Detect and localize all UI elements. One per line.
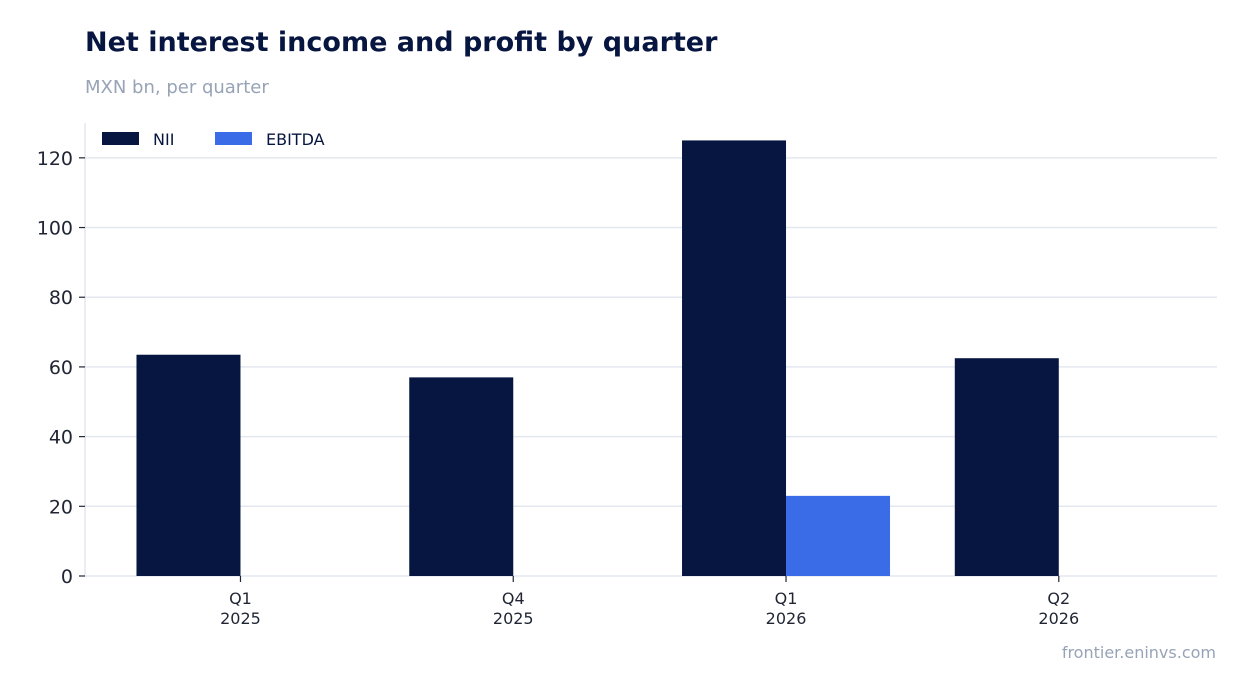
bar-nii-2 bbox=[682, 140, 787, 576]
legend-label-ebitda: EBITDA bbox=[266, 130, 325, 149]
legend: NII EBITDA bbox=[102, 130, 325, 149]
x-tick-label-line: Q2 bbox=[1047, 589, 1070, 608]
bar-nii-1 bbox=[409, 377, 514, 576]
x-tick-label-line: 2026 bbox=[766, 609, 807, 628]
y-tick-label: 120 bbox=[37, 148, 73, 170]
x-tick-label: Q2 2026 bbox=[1038, 589, 1079, 628]
legend-swatch-ebitda bbox=[215, 132, 252, 145]
bar-ebitda-2 bbox=[786, 495, 891, 576]
x-tick-label-line: 2025 bbox=[220, 609, 261, 628]
chart-subtitle: MXN bn, per quarter bbox=[85, 77, 269, 98]
y-tick-label: 20 bbox=[49, 496, 73, 518]
x-tick-label: Q4 2025 bbox=[493, 589, 534, 628]
x-tick-label-line: Q1 bbox=[229, 589, 252, 608]
chart-title: Net interest income and profit by quarte… bbox=[85, 27, 718, 58]
legend-swatch-nii bbox=[102, 132, 139, 145]
x-tick-label-line: Q4 bbox=[502, 589, 525, 608]
y-tick-label: 0 bbox=[61, 566, 73, 588]
y-tick-label: 40 bbox=[49, 427, 73, 449]
source-label: frontier.eninvs.com bbox=[1061, 643, 1216, 662]
bar-nii-3 bbox=[954, 358, 1059, 576]
x-tick-label-line: Q1 bbox=[775, 589, 798, 608]
legend-label-nii: NII bbox=[153, 130, 174, 149]
y-tick-label: 60 bbox=[49, 357, 73, 379]
x-tick-label-line: 2026 bbox=[1038, 609, 1079, 628]
y-tick-label: 100 bbox=[37, 218, 73, 240]
x-tick-label: Q1 2026 bbox=[766, 589, 807, 628]
x-tick-label-line: 2025 bbox=[493, 609, 534, 628]
bars bbox=[136, 140, 1059, 576]
y-axis-ticks: 0 20 40 60 80 100 120 bbox=[37, 148, 85, 588]
bar-nii-0 bbox=[136, 354, 241, 576]
y-tick-label: 80 bbox=[49, 287, 73, 309]
x-tick-label: Q1 2025 bbox=[220, 589, 261, 628]
